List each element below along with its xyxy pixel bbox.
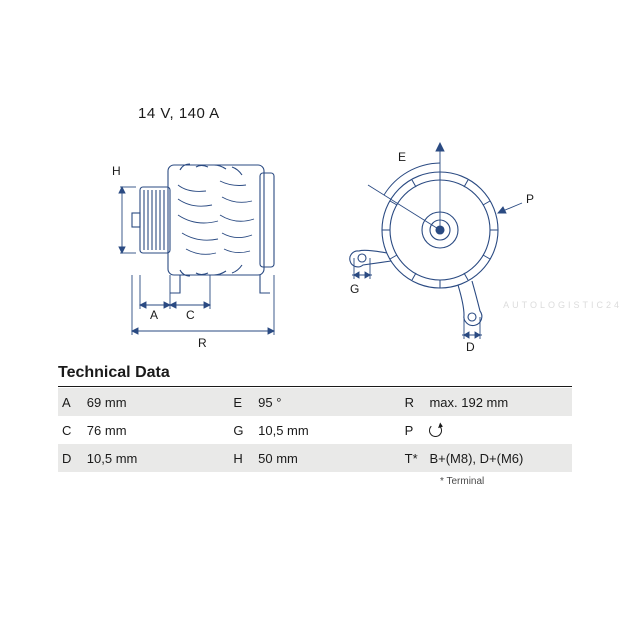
alternator-side-view (119, 164, 274, 335)
cell-key: C (58, 416, 83, 444)
cell-val: 69 mm (83, 388, 230, 416)
heading-rule (58, 386, 572, 387)
table-row: A 69 mm E 95 ° R max. 192 mm (58, 388, 572, 416)
cell-val-rotation (425, 416, 572, 444)
cell-key: R (401, 388, 426, 416)
dim-label-R: R (198, 336, 207, 350)
page-root: { "meta": { "width_px": 628, "height_px"… (0, 0, 628, 628)
cell-key: E (229, 388, 254, 416)
cell-key: G (229, 416, 254, 444)
cell-val: 95 ° (254, 388, 401, 416)
technical-data-table: A 69 mm E 95 ° R max. 192 mm C 76 mm G 1… (58, 388, 572, 472)
terminal-footnote: * Terminal (440, 476, 484, 487)
dim-label-E: E (398, 150, 406, 164)
cell-val: 50 mm (254, 444, 401, 472)
technical-diagram: H A C R (110, 135, 530, 355)
cell-val: 10,5 mm (254, 416, 401, 444)
dim-label-H: H (112, 164, 121, 178)
dim-label-A: A (150, 308, 158, 322)
cell-key: D (58, 444, 83, 472)
technical-data-heading: Technical Data (58, 364, 170, 382)
watermark-text: AUTOLOGISTIC24 (503, 300, 622, 310)
alternator-front-view (350, 143, 522, 339)
cell-key: H (229, 444, 254, 472)
table-row: D 10,5 mm H 50 mm T* B+(M8), D+(M6) (58, 444, 572, 472)
cell-val: 76 mm (83, 416, 230, 444)
dim-label-D: D (466, 340, 475, 354)
cell-val: 10,5 mm (83, 444, 230, 472)
voltage-current-heading: 14 V, 140 A (138, 105, 220, 122)
cell-key: P (401, 416, 426, 444)
dim-label-P: P (526, 192, 534, 206)
cell-val: max. 192 mm (425, 388, 572, 416)
rotation-icon (429, 424, 442, 437)
cell-key: T* (401, 444, 426, 472)
table-row: C 76 mm G 10,5 mm P (58, 416, 572, 444)
cell-val: B+(M8), D+(M6) (425, 444, 572, 472)
dim-label-G: G (350, 282, 359, 296)
cell-key: A (58, 388, 83, 416)
dim-label-C: C (186, 308, 195, 322)
